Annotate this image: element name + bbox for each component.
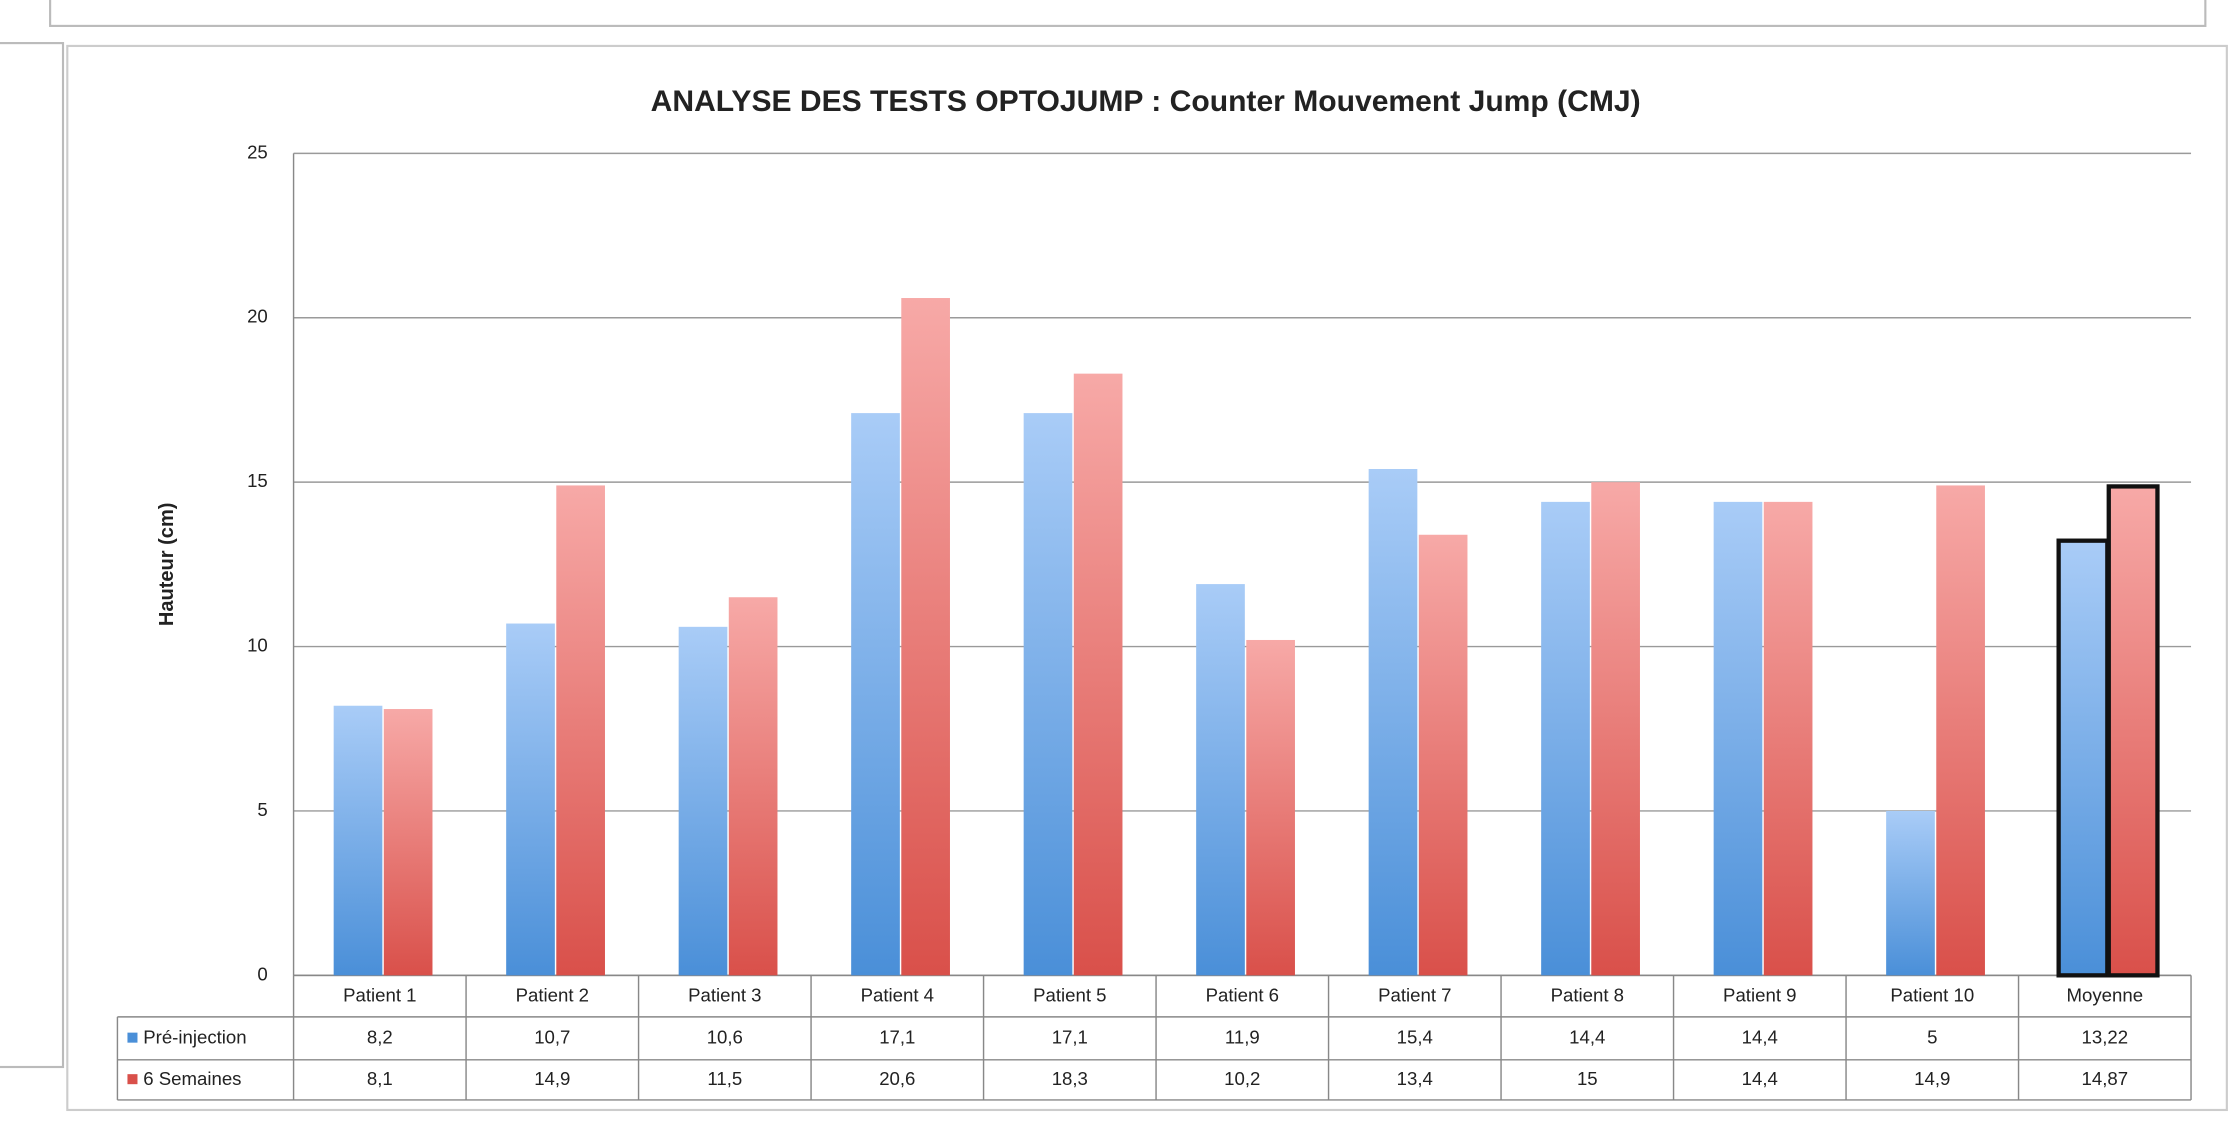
y-tick-label: 20 — [247, 306, 268, 327]
x-tick-label: Patient 2 — [516, 985, 589, 1006]
bar — [2106, 484, 2160, 978]
x-tick-label: Patient 3 — [688, 985, 761, 1006]
value-label: 10,2 — [1224, 1068, 1260, 1089]
value-label: 14,4 — [1742, 1068, 1778, 1089]
bar — [506, 623, 555, 976]
legend-swatch — [127, 1074, 138, 1085]
value-label: 10,6 — [707, 1026, 743, 1047]
x-tick-label: Patient 8 — [1551, 985, 1624, 1006]
value-label: 13,4 — [1397, 1068, 1433, 1089]
bar — [1713, 501, 1763, 976]
value-label: 11,9 — [1225, 1026, 1260, 1047]
bar — [1763, 501, 1813, 976]
value-label: 14,4 — [1742, 1026, 1778, 1047]
value-label: 14,9 — [534, 1068, 570, 1089]
value-label: 15,4 — [1397, 1026, 1433, 1047]
bar — [678, 626, 728, 976]
top-panel — [49, 0, 2207, 27]
x-tick-label: Patient 4 — [861, 985, 934, 1006]
bar — [1023, 413, 1073, 976]
bar — [333, 705, 383, 976]
y-tick-label: 25 — [247, 141, 268, 162]
bar — [1591, 482, 1640, 976]
y-tick-label: 5 — [257, 799, 267, 820]
value-label: 14,4 — [1569, 1026, 1605, 1047]
bar — [1368, 469, 1418, 976]
bar — [1246, 639, 1295, 976]
value-label: 13,22 — [2082, 1026, 2129, 1047]
bar — [1418, 534, 1468, 976]
value-label: 17,1 — [879, 1026, 915, 1047]
legend-label: 6 Semaines — [143, 1068, 241, 1089]
value-label: 11,5 — [707, 1068, 742, 1089]
value-label: 18,3 — [1052, 1068, 1088, 1089]
legend-label: Pré-injection — [143, 1026, 246, 1047]
bar — [1196, 584, 1245, 976]
x-tick-label: Patient 1 — [343, 985, 416, 1006]
x-tick-label: Moyenne — [2067, 985, 2144, 1006]
value-label: 8,2 — [367, 1026, 393, 1047]
value-label: 14,9 — [1914, 1068, 1950, 1089]
bar — [2056, 538, 2110, 978]
value-label: 17,1 — [1052, 1026, 1088, 1047]
y-tick-label: 0 — [257, 963, 267, 984]
y-axis-label: Hauteur (cm) — [156, 503, 178, 627]
x-tick-label: Patient 10 — [1890, 985, 1974, 1006]
value-label: 5 — [1927, 1026, 1937, 1047]
value-label: 8,1 — [367, 1068, 393, 1089]
bar — [1073, 373, 1123, 976]
value-label: 10,7 — [534, 1026, 570, 1047]
y-tick-label: 15 — [247, 470, 268, 491]
bar — [1541, 501, 1590, 976]
value-label: 14,87 — [2082, 1068, 2129, 1089]
bar — [556, 485, 605, 976]
bar — [901, 298, 950, 976]
bar — [851, 413, 900, 976]
legend-swatch — [127, 1032, 138, 1043]
x-tick-label: Patient 6 — [1206, 985, 1279, 1006]
x-tick-label: Patient 9 — [1723, 985, 1796, 1006]
bar — [383, 709, 433, 976]
bar — [1936, 485, 1985, 976]
value-label: 20,6 — [879, 1068, 915, 1089]
side-panel — [0, 42, 65, 1069]
value-label: 15 — [1577, 1068, 1598, 1089]
chart-title: ANALYSE DES TESTS OPTOJUMP : Counter Mou… — [651, 85, 1641, 118]
bar — [1886, 810, 1935, 976]
x-tick-label: Patient 7 — [1378, 985, 1451, 1006]
y-tick-label: 10 — [247, 634, 268, 655]
bar — [728, 597, 778, 976]
x-tick-label: Patient 5 — [1033, 985, 1106, 1006]
